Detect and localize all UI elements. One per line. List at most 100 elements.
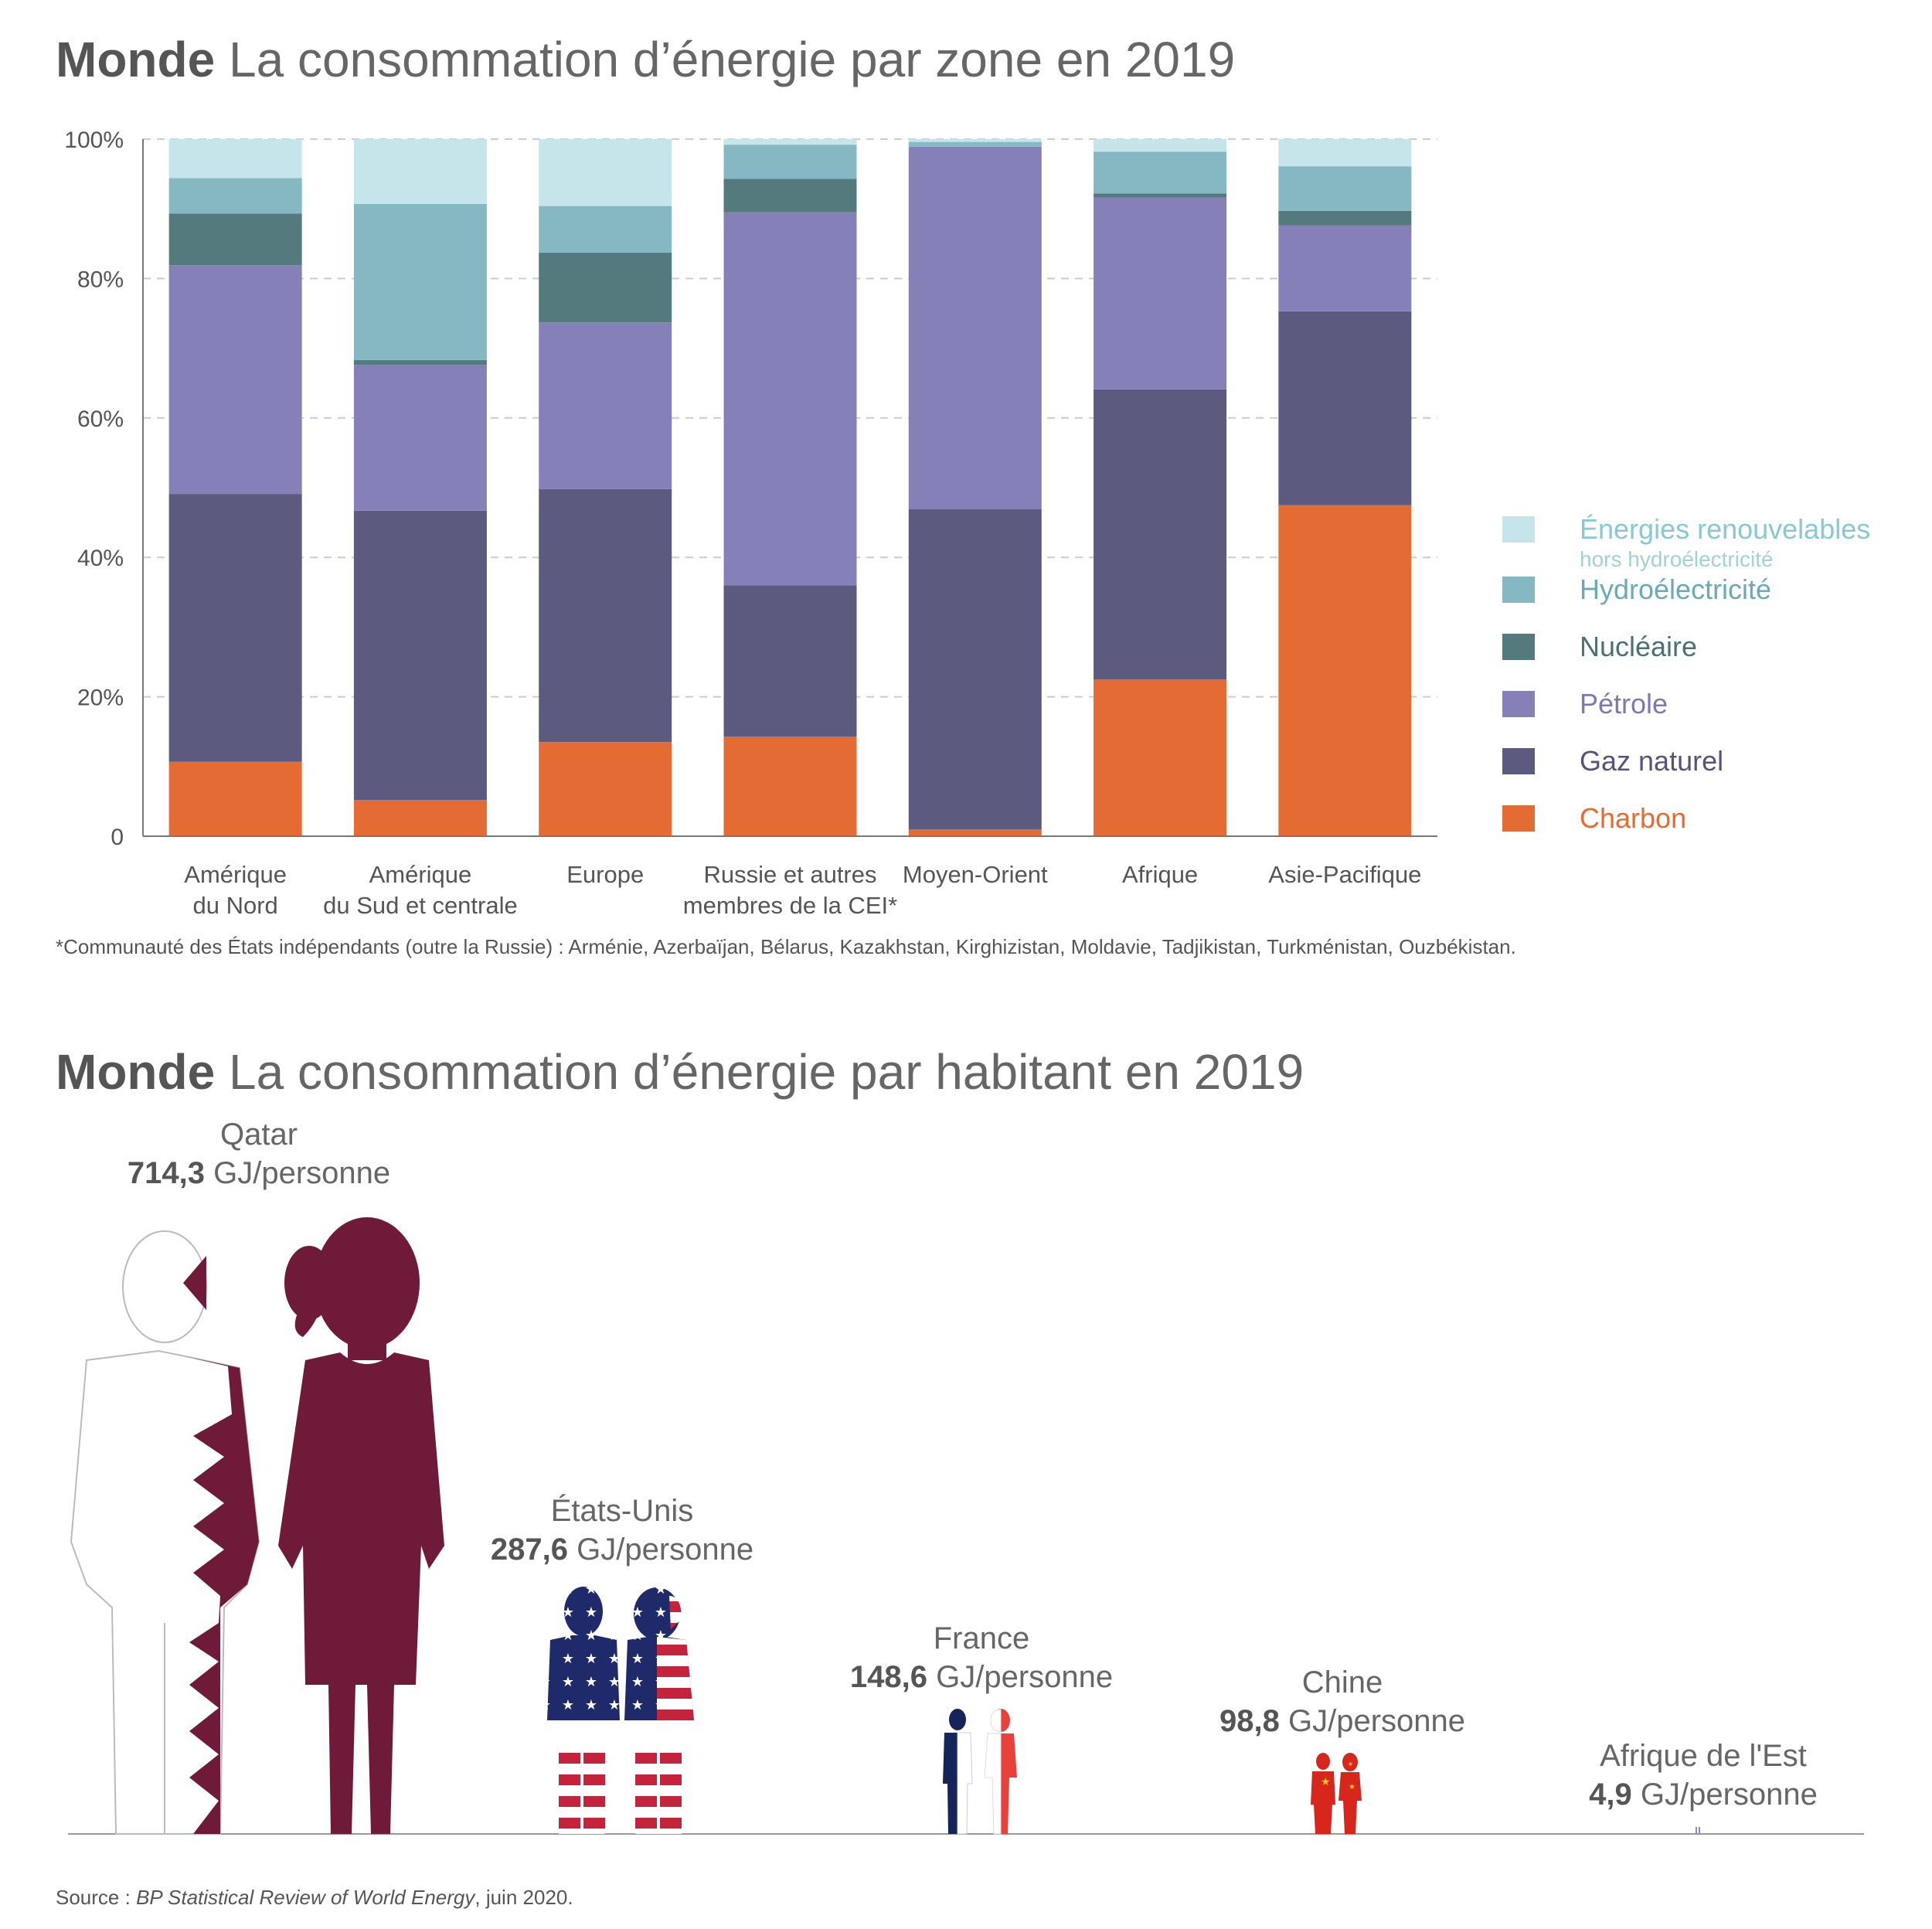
bar-segment <box>353 365 487 511</box>
label-us-value: 287,6 <box>490 1533 568 1567</box>
label-us-unit: GJ/personne <box>577 1533 754 1567</box>
bar-segment <box>1094 197 1227 390</box>
bar-segment <box>723 585 857 737</box>
legend-label-renouvelables: Énergies renouvelables <box>1580 513 1871 545</box>
bar-segment <box>908 828 1042 836</box>
x-tick-label: du Nord <box>192 892 277 919</box>
legend-label-gaz: Gaz naturel <box>1580 745 1724 777</box>
chart2-title-rest: La consommation d’énergie par habitant e… <box>228 1044 1304 1100</box>
svg-text:★: ★ <box>1349 1783 1355 1791</box>
bar-segment <box>1278 139 1412 167</box>
legend-swatch-hydro <box>1502 577 1535 603</box>
bar-segment <box>1094 389 1227 680</box>
bar-segment <box>1278 225 1412 311</box>
qatar-man-figure <box>70 1230 260 1835</box>
us-man-figure <box>547 1587 620 1834</box>
chart2-title-bold: Monde <box>56 1044 216 1100</box>
bar-segment <box>908 141 1042 147</box>
stacked-bar-chart: 0 20% 40% 60% 80% 100% Amérique du Nord Amérique… <box>64 128 1437 919</box>
svg-text:★: ★ <box>1321 1776 1331 1788</box>
label-france-value: 148,6 <box>849 1660 927 1694</box>
source-prefix: Source : <box>56 1886 137 1909</box>
bar-segment <box>539 206 672 253</box>
legend-swatch-petrole <box>1502 691 1535 717</box>
svg-text:★: ★ <box>1348 1761 1353 1767</box>
label-qatar-value: 714,3 <box>127 1156 205 1190</box>
bar-segment <box>723 212 857 586</box>
x-tick-label: Afrique <box>1122 861 1198 888</box>
bar-segment <box>353 800 487 836</box>
bar-segment <box>168 265 302 495</box>
bar-segment <box>908 509 1042 829</box>
x-tick-label: Russie et autres <box>704 861 877 888</box>
qatar-woman-figure <box>278 1217 444 1834</box>
source-note: Source : BP Statistical Review of World … <box>56 1886 573 1910</box>
label-qatar-unit: GJ/personne <box>213 1156 391 1190</box>
legend-label-petrole: Pétrole <box>1580 688 1668 720</box>
bar-segment <box>353 510 487 801</box>
label-france-country: France <box>933 1621 1030 1655</box>
bar-segment <box>723 179 857 213</box>
bar-segment <box>1094 679 1227 836</box>
bar-segment <box>539 488 672 743</box>
x-tick-label: membres de la CEI* <box>683 892 897 919</box>
label-afrique-est-value: 4,9 <box>1589 1778 1632 1812</box>
x-tick-label: Amérique <box>184 861 287 888</box>
x-tick-label: du Sud et centrale <box>323 892 518 919</box>
label-qatar-country: Qatar <box>219 1118 298 1152</box>
us-woman-figure <box>624 1587 694 1834</box>
legend-swatch-charbon <box>1502 805 1535 832</box>
bar-segment <box>908 146 1042 509</box>
source-suffix: , juin 2020. <box>474 1886 573 1909</box>
bar-segment <box>723 145 857 179</box>
legend-label-hydro: Hydroélectricité <box>1580 573 1772 605</box>
label-chine-value: 98,8 <box>1219 1704 1280 1738</box>
x-tick-label: Amérique <box>369 861 472 888</box>
bar-segment <box>168 494 302 762</box>
y-tick-label: 0 <box>111 825 124 850</box>
bar-segment <box>539 139 672 206</box>
label-france-value-line: 148,6 GJ/personne <box>850 1658 1113 1696</box>
label-chine-value-line: 98,8 GJ/personne <box>1219 1702 1465 1740</box>
label-france: France 148,6 GJ/personne <box>850 1619 1113 1696</box>
bar-segment <box>168 761 302 836</box>
label-chine-country: Chine <box>1301 1665 1383 1699</box>
bar-segment <box>1278 311 1412 505</box>
bar-segment <box>539 322 672 489</box>
bar-segment <box>1094 139 1227 152</box>
france-woman-figure <box>984 1709 1017 1835</box>
label-us-value-line: 287,6 GJ/personne <box>491 1530 753 1569</box>
legend-swatch-gaz <box>1502 748 1535 774</box>
label-afrique-est: Afrique de l'Est 4,9 GJ/personne <box>1589 1737 1818 1814</box>
chart1-title: Monde La consommation d’énergie par zone… <box>56 31 1235 88</box>
bar-segment <box>353 203 487 360</box>
bar-segment <box>1278 210 1412 226</box>
china-man-figure: ★ <box>1311 1753 1335 1834</box>
bar-segment <box>539 742 672 836</box>
label-us-country: États-Unis <box>550 1494 694 1528</box>
bar-segment <box>1094 151 1227 194</box>
bar-segment <box>353 139 487 204</box>
x-tick-label: Europe <box>566 861 644 888</box>
chart1-title-rest: La consommation d’énergie par zone en 20… <box>228 32 1236 87</box>
bar-segment <box>723 737 857 836</box>
y-tick-label: 80% <box>77 267 124 292</box>
y-tick-label: 20% <box>77 686 124 711</box>
bar-segment <box>1278 166 1412 211</box>
east-africa-figures <box>1696 1827 1700 1834</box>
china-woman-figure: ★ ★ <box>1338 1753 1362 1834</box>
bar-segment <box>168 139 302 179</box>
label-afrique-est-country: Afrique de l'Est <box>1600 1739 1807 1773</box>
legend-swatch-nucleaire <box>1502 634 1535 660</box>
chart1-title-bold: Monde <box>56 32 216 87</box>
label-chine-unit: GJ/personne <box>1287 1704 1466 1738</box>
label-qatar-value-line: 714,3 GJ/personne <box>128 1154 390 1192</box>
x-tick-label: Moyen-Orient <box>903 861 1048 888</box>
label-afrique-est-value-line: 4,9 GJ/personne <box>1589 1775 1818 1814</box>
france-man-figure <box>943 1709 973 1835</box>
legend-label-nucleaire: Nucléaire <box>1580 631 1698 662</box>
legend-label-charbon: Charbon <box>1580 802 1687 834</box>
label-afrique-est-unit: GJ/personne <box>1640 1778 1818 1812</box>
label-us: États-Unis 287,6 GJ/personne <box>491 1492 753 1569</box>
